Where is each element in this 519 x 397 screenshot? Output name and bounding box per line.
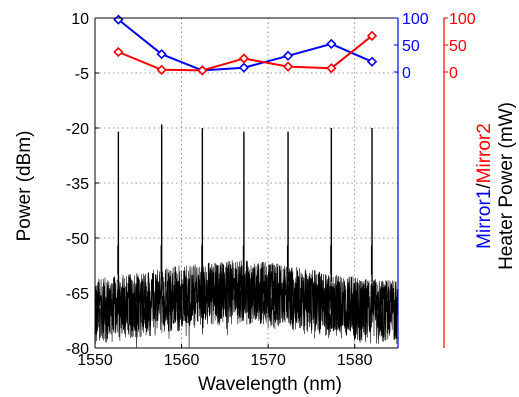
x-axis-label: Wavelength (nm) (198, 374, 342, 395)
mirror2-marker-1 (113, 46, 124, 58)
right-axis-label-line2: Heater Power (mW) (496, 102, 517, 270)
mirror2-marker-4 (238, 53, 250, 64)
y-tick-label: -50 (66, 231, 89, 248)
y-tick-label: -80 (66, 341, 89, 358)
y-tick-label: -65 (66, 286, 89, 303)
y-tick-label: 10 (71, 11, 89, 28)
y-tick-label: -20 (66, 121, 89, 138)
mirror2-marker-6 (326, 63, 337, 74)
mirror2-marker-5 (282, 61, 294, 72)
svg-text:Mirror1/Mirror2: Mirror1/Mirror2 (474, 123, 495, 249)
right-axis-label-slash: / (474, 183, 495, 189)
mirror2-tick-label: 50 (449, 38, 467, 55)
mirror1-tick-label: 0 (402, 65, 411, 82)
y-tick-label: -5 (75, 66, 89, 83)
right-axis-label-mirror2: Mirror2 (474, 123, 495, 183)
mirror1-marker-7 (366, 56, 378, 67)
mirror2-marker-2 (156, 64, 167, 75)
mirror1-marker-2 (156, 49, 167, 60)
mirror2-marker-7 (366, 30, 378, 41)
y-ticks: 10 -5 -20 -35 -50 -65 -80 (66, 11, 99, 358)
x-tick-label: 1580 (337, 352, 373, 369)
y-axis-label: Power (dBm) (14, 131, 35, 242)
right-axis-ticks: 100 50 0 100 50 0 (394, 11, 476, 82)
mirror1-marker-4 (238, 62, 250, 73)
spectrum-peaks (117, 124, 373, 282)
mirror1-marker-6 (326, 38, 337, 50)
mirror2-tick-label: 100 (449, 11, 476, 28)
right-axis-label-mirror1: Mirror1 (474, 189, 495, 249)
mirror1-marker-5 (282, 50, 294, 61)
right-axis-label: Mirror1/Mirror2 (474, 123, 495, 249)
mirror2-marker-3 (197, 65, 208, 76)
mirror1-tick-label: 100 (402, 11, 429, 28)
heater-power-series (113, 14, 378, 76)
x-tick-label: 1570 (250, 352, 286, 369)
y-tick-label: -35 (66, 176, 89, 193)
x-ticks: 1550 1560 1570 1580 (77, 344, 373, 369)
x-tick-label: 1550 (77, 352, 113, 369)
mirror2-tick-label: 0 (449, 65, 458, 82)
x-tick-label: 1560 (164, 352, 200, 369)
mirror1-tick-label: 50 (402, 38, 420, 55)
